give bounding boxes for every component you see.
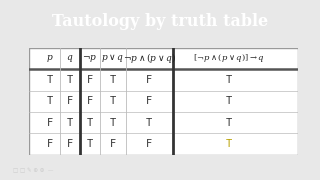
Text: Tautology by truth table: Tautology by truth table	[52, 13, 268, 30]
Text: F: F	[46, 139, 53, 149]
Text: F: F	[146, 96, 152, 106]
Text: $q$: $q$	[66, 53, 74, 64]
Text: F: F	[110, 139, 116, 149]
Text: F: F	[146, 75, 152, 85]
Text: T: T	[110, 75, 116, 85]
Text: F: F	[87, 75, 93, 85]
Text: $\neg p \wedge (p \vee q)$: $\neg p \wedge (p \vee q)$	[123, 51, 176, 65]
Text: $[\neg p \wedge (p \vee q)] \rightarrow q$: $[\neg p \wedge (p \vee q)] \rightarrow …	[193, 52, 265, 64]
Text: T: T	[146, 118, 152, 128]
Text: T: T	[226, 75, 232, 85]
Text: T: T	[226, 139, 232, 149]
Text: F: F	[146, 139, 152, 149]
Text: T: T	[67, 118, 73, 128]
Text: T: T	[110, 96, 116, 106]
Text: $\neg p$: $\neg p$	[83, 53, 98, 64]
Text: F: F	[67, 96, 73, 106]
Text: T: T	[67, 75, 73, 85]
Text: F: F	[67, 139, 73, 149]
Text: T: T	[226, 96, 232, 106]
Text: $p \vee q$: $p \vee q$	[101, 52, 124, 64]
Text: T: T	[46, 75, 53, 85]
Text: F: F	[46, 118, 53, 128]
Text: □ □ ✎ ⊕ ⊕  —: □ □ ✎ ⊕ ⊕ —	[13, 167, 53, 173]
Text: T: T	[110, 118, 116, 128]
Text: T: T	[226, 118, 232, 128]
Text: T: T	[87, 118, 93, 128]
Text: F: F	[87, 96, 93, 106]
Text: $p$: $p$	[46, 53, 53, 64]
Text: T: T	[87, 139, 93, 149]
Text: T: T	[46, 96, 53, 106]
